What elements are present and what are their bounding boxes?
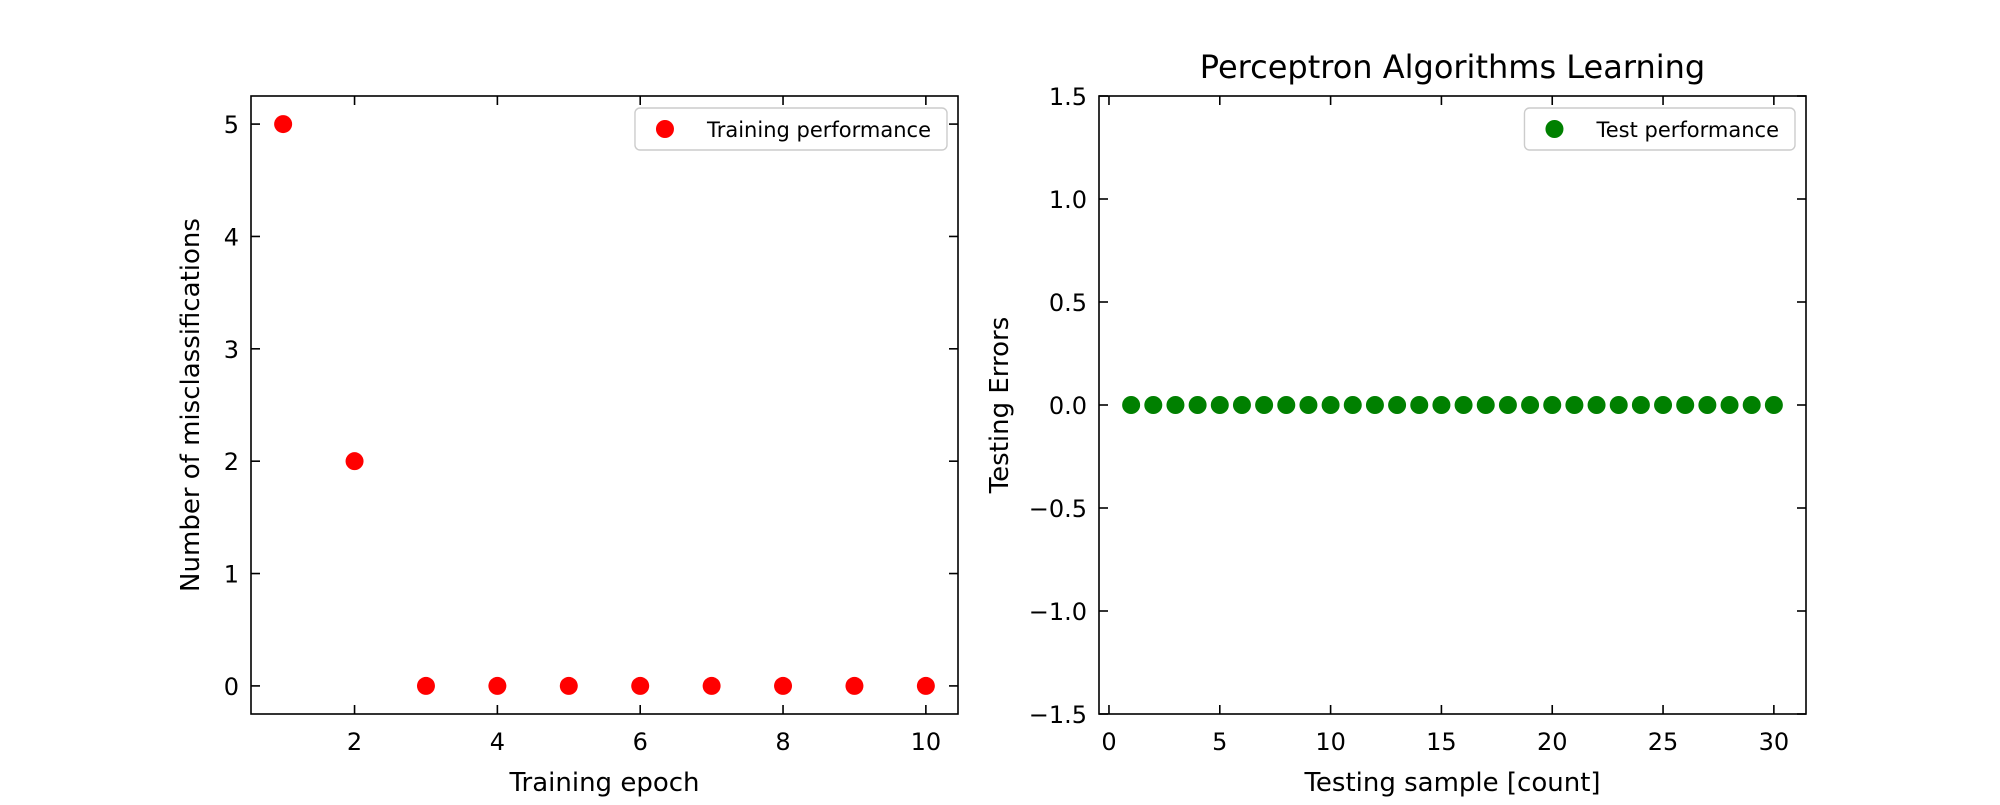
data-point-1-10 <box>1321 396 1340 414</box>
legend-marker <box>1545 120 1564 138</box>
data-point-1-11 <box>1343 396 1362 414</box>
data-point-1-6 <box>1232 396 1251 414</box>
data-point-1-10 <box>916 676 935 695</box>
y-tick-label: 0 <box>224 673 239 701</box>
x-tick-label: 10 <box>911 728 942 756</box>
data-point-1-6 <box>631 676 650 695</box>
y-axis-label: Testing Errors <box>985 317 1015 495</box>
data-point-1-21 <box>1565 396 1584 414</box>
data-point-1-26 <box>1676 396 1695 414</box>
data-point-1-14 <box>1410 396 1429 414</box>
x-axis-label: Testing sample [count] <box>1303 768 1600 798</box>
legend-label: Test performance <box>1595 118 1779 142</box>
data-point-1-1 <box>1122 396 1141 414</box>
x-tick-label: 0 <box>1101 728 1116 756</box>
data-point-1-13 <box>1388 396 1407 414</box>
data-point-1-3 <box>416 676 435 695</box>
data-point-1-9 <box>1299 396 1318 414</box>
plot-frame <box>250 95 959 715</box>
data-point-1-2 <box>1144 396 1163 414</box>
legend: Test performance <box>1523 107 1796 151</box>
data-point-1-23 <box>1609 396 1628 414</box>
x-tick-label: 2 <box>347 728 362 756</box>
y-tick-label: 2 <box>224 448 239 476</box>
y-tick-label: 4 <box>224 223 239 251</box>
x-tick-label: 30 <box>1759 728 1790 756</box>
data-point-1-28 <box>1720 396 1739 414</box>
data-point-1-20 <box>1543 396 1562 414</box>
legend-box <box>634 107 948 151</box>
y-tick-label: −0.5 <box>1029 495 1087 523</box>
y-tick-label: 1 <box>224 561 239 589</box>
y-tick-label: −1.5 <box>1029 701 1087 729</box>
data-point-1-17 <box>1476 396 1495 414</box>
data-point-1-19 <box>1521 396 1540 414</box>
legend: Training performance <box>634 107 948 151</box>
data-point-1-9 <box>845 676 864 695</box>
data-point-1-27 <box>1698 396 1717 414</box>
data-point-1-25 <box>1654 396 1673 414</box>
x-tick-label: 15 <box>1426 728 1457 756</box>
y-tick-label: 1.5 <box>1049 83 1087 111</box>
chart-panel-1: 2 4 6 8 10 0 1 2 3 4 5 Training epoch Number of misc… <box>176 95 959 798</box>
data-point-1-24 <box>1631 396 1650 414</box>
legend-marker <box>655 120 674 138</box>
data-point-1-30 <box>1764 396 1783 414</box>
data-point-1-16 <box>1454 396 1473 414</box>
y-tick-label: 0.5 <box>1049 289 1087 317</box>
data-point-1-8 <box>774 676 793 695</box>
x-tick-label: 8 <box>775 728 790 756</box>
y-tick-label: 3 <box>224 336 239 364</box>
y-tick-label: −1.0 <box>1029 598 1087 626</box>
data-point-1-29 <box>1742 396 1761 414</box>
x-tick-label: 25 <box>1648 728 1679 756</box>
chart-panel-2: 0 5 10 15 20 25 30 −1.5 −1.0 −0.5 0.0 0.5 1.0 1.5 Test… <box>985 48 1807 798</box>
data-point-1-7 <box>702 676 721 695</box>
y-tick-label: 0.0 <box>1049 392 1087 420</box>
legend-box <box>1523 107 1796 151</box>
data-point-1-15 <box>1432 396 1451 414</box>
x-tick-label: 5 <box>1212 728 1227 756</box>
data-point-1-7 <box>1255 396 1274 414</box>
data-point-1-3 <box>1166 396 1185 414</box>
y-axis-label: Number of misclassifications <box>176 218 206 592</box>
data-point-1-8 <box>1277 396 1296 414</box>
y-tick-label: 1.0 <box>1049 186 1087 214</box>
x-tick-label: 20 <box>1537 728 1568 756</box>
x-axis-label: Training epoch <box>508 768 699 798</box>
legend-label: Training performance <box>706 118 931 142</box>
data-point-1-4 <box>1188 396 1207 414</box>
data-point-1-18 <box>1498 396 1517 414</box>
data-point-1-5 <box>559 676 578 695</box>
data-point-1-12 <box>1365 396 1384 414</box>
data-point-1-2 <box>345 452 364 471</box>
x-tick-label: 4 <box>490 728 505 756</box>
data-point-1-22 <box>1587 396 1606 414</box>
data-point-1-4 <box>488 676 507 695</box>
x-tick-label: 6 <box>633 728 648 756</box>
chart-title: Perceptron Algorithms Learning <box>1200 48 1705 86</box>
y-tick-label: 5 <box>224 111 239 139</box>
data-point-1-5 <box>1210 396 1229 414</box>
data-point-1-1 <box>274 115 293 134</box>
x-tick-label: 10 <box>1315 728 1346 756</box>
